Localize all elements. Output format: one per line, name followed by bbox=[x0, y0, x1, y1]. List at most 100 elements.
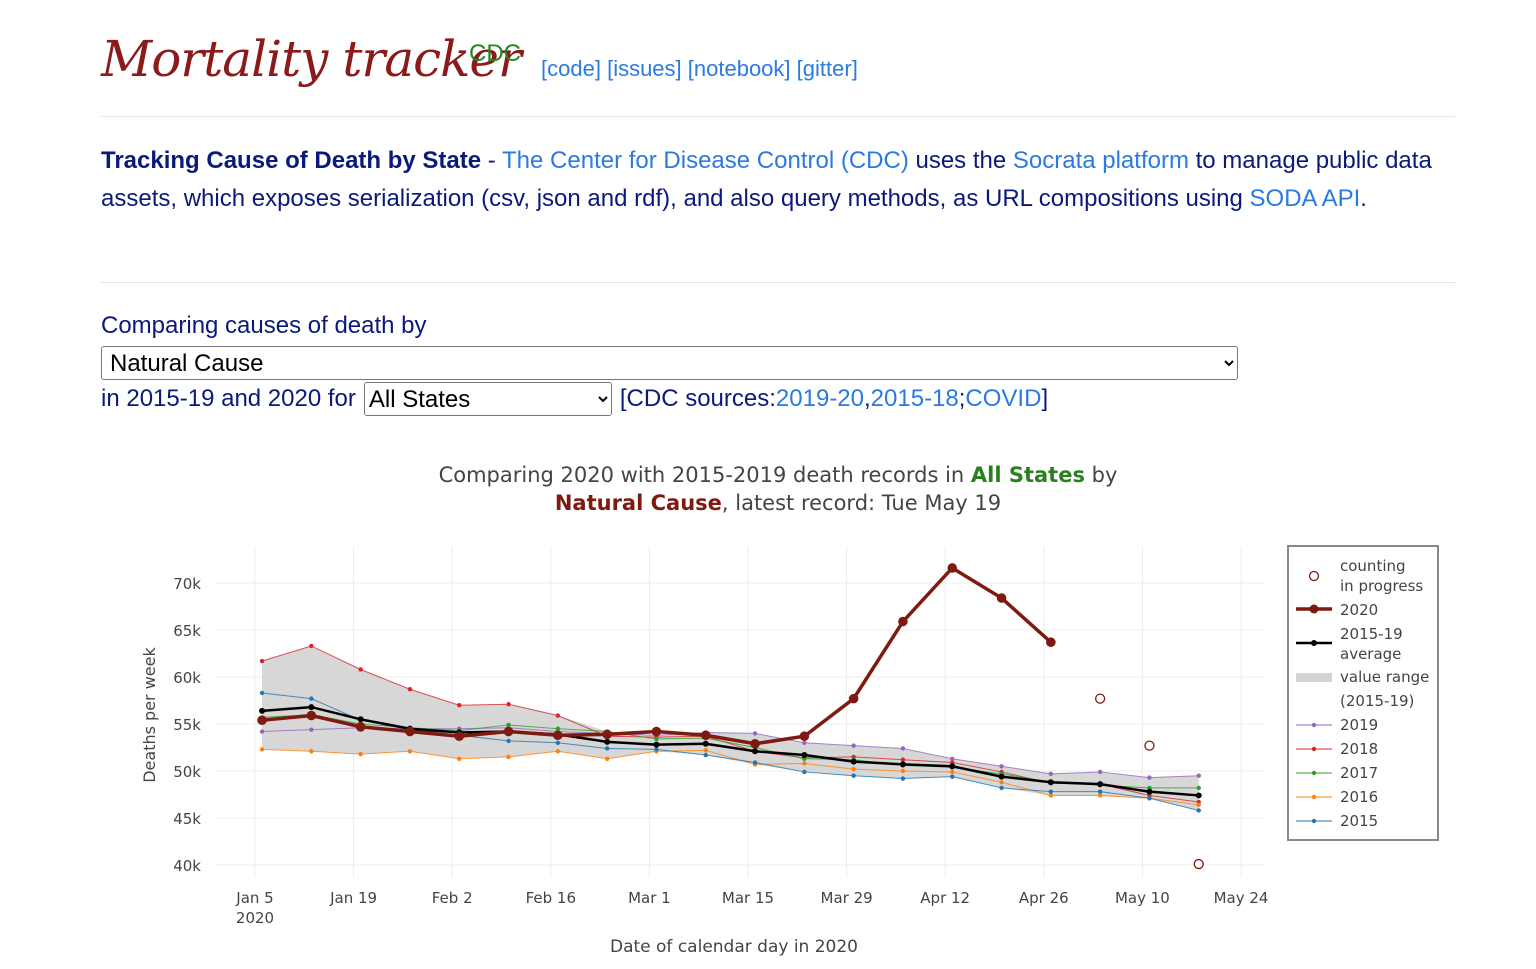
average-point bbox=[604, 738, 611, 745]
source-covid-link[interactable]: COVID bbox=[965, 385, 1042, 412]
legend-2015-label: 2015 bbox=[1340, 812, 1378, 830]
x-axis-label: Date of calendar day in 2020 bbox=[610, 937, 858, 957]
series-point-2016 bbox=[407, 749, 413, 754]
series-point-2016 bbox=[1097, 793, 1103, 798]
sources-separator-2: ; bbox=[958, 385, 966, 412]
header-links: [code] [issues] [notebook] [gitter] bbox=[541, 56, 858, 81]
series-point-2019 bbox=[1196, 773, 1201, 778]
point-2020 bbox=[503, 726, 514, 737]
series-point-2016 bbox=[309, 749, 314, 754]
y-tick-label: 55k bbox=[173, 716, 201, 734]
app-title: Mortality tracker bbox=[101, 30, 522, 88]
source-2019-20-link[interactable]: 2019-20 bbox=[775, 385, 864, 412]
notebook-link[interactable]: notebook bbox=[693, 56, 785, 81]
series-point-2016 bbox=[703, 748, 708, 753]
point-2020 bbox=[405, 726, 415, 737]
cause-select-label: Comparing causes of death by bbox=[101, 312, 427, 339]
series-point-2019 bbox=[950, 756, 955, 761]
app-title-superscript: CDC bbox=[469, 40, 521, 67]
point-2020 bbox=[306, 710, 317, 721]
y-axis-ticks: 70k 65k 60k 55k 50k 45k 40k bbox=[173, 575, 201, 875]
point-2020 bbox=[996, 593, 1007, 603]
average-point bbox=[899, 761, 906, 768]
series-point-2016 bbox=[506, 754, 511, 760]
code-link[interactable]: code bbox=[547, 56, 595, 81]
series-point-2016 bbox=[802, 761, 807, 766]
series-point-2015 bbox=[555, 740, 561, 745]
point-2020 bbox=[848, 693, 859, 704]
point-2020 bbox=[898, 616, 908, 627]
series-point-2018 bbox=[555, 713, 561, 718]
average-point bbox=[357, 716, 364, 723]
intro-text-2: to manage public data assets, which expo… bbox=[101, 147, 1432, 212]
series-point-2017 bbox=[555, 726, 561, 731]
series-point-2016 bbox=[900, 768, 906, 774]
socrata-link[interactable]: Socrata platform bbox=[1012, 147, 1189, 174]
in-progress-point bbox=[1144, 740, 1155, 751]
chart-plot-area bbox=[257, 563, 1204, 870]
legend-box bbox=[1287, 545, 1439, 841]
y-tick-label: 40k bbox=[173, 857, 201, 875]
issues-link[interactable]: issues bbox=[613, 56, 676, 81]
series-point-2019 bbox=[1097, 769, 1103, 775]
series-point-2015 bbox=[900, 776, 906, 781]
mortality-chart: Comparing 2020 with 2015-2019 death reco… bbox=[140, 463, 1439, 957]
legend-in-progress-marker bbox=[1308, 570, 1320, 582]
point-2020 bbox=[750, 738, 760, 749]
x-tick-label: Feb 16 bbox=[526, 889, 576, 907]
series-point-2016 bbox=[604, 756, 610, 761]
series-point-2016 bbox=[457, 756, 462, 761]
series-point-2018 bbox=[407, 687, 413, 692]
legend-average-label-2: average bbox=[1340, 645, 1401, 663]
average-point bbox=[850, 758, 857, 765]
x-tick-label: Jan 19 bbox=[329, 889, 377, 907]
legend-average-label: 2015-19 bbox=[1340, 625, 1403, 643]
y-tick-label: 45k bbox=[173, 810, 201, 828]
series-point-2017 bbox=[506, 722, 511, 728]
point-2020 bbox=[257, 715, 267, 726]
chart-title-part-3: , latest record: Tue May 19 bbox=[722, 491, 1001, 515]
y-tick-label: 60k bbox=[173, 669, 201, 687]
intro-text-3: . bbox=[1360, 185, 1367, 212]
x-axis-ticks: Jan 5 Jan 19 Feb 2 Feb 16 Mar 1 Mar 15 Mar 29 A… bbox=[235, 889, 1268, 927]
cause-select[interactable]: Natural Cause bbox=[101, 346, 1238, 380]
series-point-2018 bbox=[900, 757, 906, 762]
cdc-link[interactable]: The Center for Disease Control (CDC) bbox=[502, 147, 909, 174]
chart-legend: counting in progress 2020 2015-19 average val… bbox=[1287, 545, 1439, 841]
x-tick-label: Jan 5 bbox=[235, 889, 273, 907]
intro-heading: Tracking Cause of Death by State bbox=[101, 147, 482, 174]
x-tick-label: Apr 26 bbox=[1019, 889, 1069, 907]
series-point-2016 bbox=[1196, 802, 1201, 808]
series-point-2015 bbox=[851, 773, 856, 778]
legend-2018-marker bbox=[1311, 746, 1317, 752]
series-point-2018 bbox=[506, 702, 511, 707]
series-point-2016 bbox=[358, 751, 363, 757]
legend-2019-marker bbox=[1311, 722, 1317, 728]
series-point-2018 bbox=[309, 643, 314, 649]
state-select-label: in 2015-19 and 2020 for bbox=[101, 385, 356, 412]
chart-title-state: All States bbox=[971, 463, 1085, 487]
chart-title-cause: Natural Cause bbox=[555, 491, 722, 515]
point-2020 bbox=[553, 730, 563, 741]
intro-text-1: uses the bbox=[908, 147, 1013, 174]
state-select[interactable]: All States bbox=[363, 382, 612, 416]
source-2015-18-link[interactable]: 2015-18 bbox=[870, 385, 959, 412]
series-point-2019 bbox=[1048, 771, 1054, 777]
series-point-2015 bbox=[999, 785, 1004, 791]
series-point-2018 bbox=[259, 658, 265, 664]
series-point-2018 bbox=[358, 667, 363, 672]
series-point-2019 bbox=[1147, 775, 1152, 780]
series-point-2017 bbox=[654, 736, 659, 742]
series-point-2019 bbox=[259, 729, 265, 734]
soda-api-link[interactable]: SODA API bbox=[1249, 185, 1361, 212]
legend-in-progress-label-2: in progress bbox=[1340, 577, 1423, 595]
chart-title-line-2: Natural Cause, latest record: Tue May 19 bbox=[555, 491, 1001, 515]
gitter-link[interactable]: gitter bbox=[802, 56, 852, 81]
legend-in-progress-label: counting bbox=[1340, 557, 1406, 575]
x-tick-year-label: 2020 bbox=[236, 909, 274, 927]
average-point bbox=[949, 763, 956, 770]
series-point-2018 bbox=[457, 703, 462, 708]
average-point bbox=[653, 741, 660, 748]
series-point-2019 bbox=[900, 746, 906, 751]
average-point bbox=[1146, 788, 1153, 795]
